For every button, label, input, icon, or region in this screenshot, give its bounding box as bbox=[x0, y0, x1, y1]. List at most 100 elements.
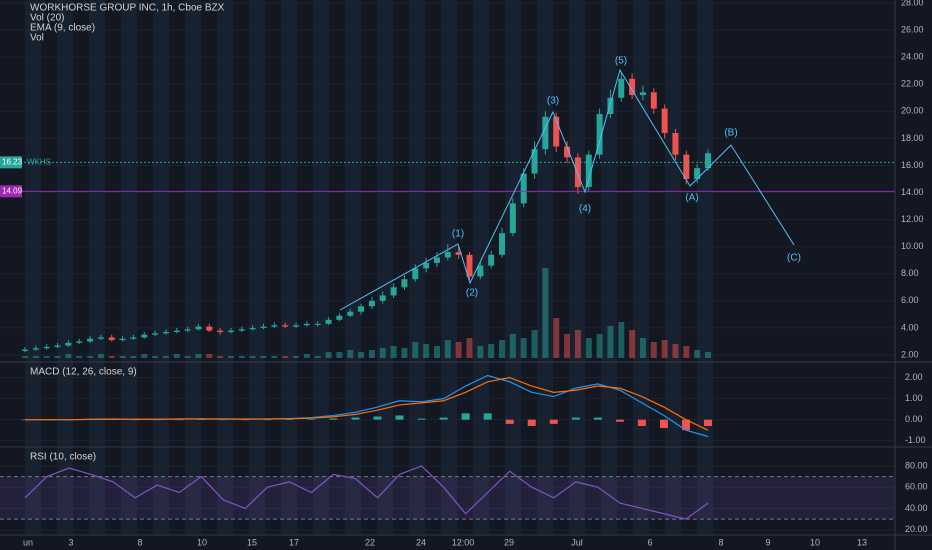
session-band bbox=[441, 0, 457, 535]
candle-body bbox=[401, 279, 408, 288]
volume-bar bbox=[22, 356, 28, 358]
x-tick-label: 12:00 bbox=[452, 537, 475, 547]
y-tick-label: 2.00 bbox=[905, 372, 923, 382]
candle-body bbox=[390, 287, 397, 296]
volume-bar bbox=[542, 268, 549, 358]
volume-bar bbox=[705, 352, 711, 358]
candle-body bbox=[705, 153, 711, 169]
session-band bbox=[25, 0, 41, 535]
price-tag-symbol: WKHS bbox=[27, 157, 51, 166]
candle-body bbox=[347, 311, 354, 316]
macd-histogram bbox=[197, 419, 206, 420]
session-band bbox=[697, 0, 713, 535]
indicator: EMA (9, close) bbox=[30, 23, 95, 34]
volume-bar bbox=[423, 344, 430, 358]
macd-histogram bbox=[439, 417, 448, 420]
x-tick-label: 8 bbox=[718, 537, 723, 547]
candle-body bbox=[119, 338, 126, 341]
candle-body bbox=[466, 254, 473, 277]
volume-bar bbox=[293, 356, 300, 358]
volume-bar bbox=[43, 356, 50, 358]
candle-body bbox=[87, 338, 94, 342]
y-tick-label: 4.00 bbox=[901, 322, 919, 332]
wave-label: (B) bbox=[724, 128, 737, 139]
candle-body bbox=[293, 325, 300, 327]
macd-histogram bbox=[175, 419, 184, 421]
volume-bar bbox=[32, 356, 39, 358]
y-tick-label: 80.00 bbox=[905, 460, 928, 470]
volume-bar bbox=[499, 340, 506, 358]
macd-histogram bbox=[351, 417, 360, 420]
volume-bar bbox=[466, 338, 473, 358]
elliott-wave bbox=[339, 68, 795, 311]
candle-body bbox=[661, 108, 668, 133]
session-shading bbox=[25, 0, 713, 535]
indicator-line bbox=[24, 465, 709, 520]
macd-histogram bbox=[637, 419, 646, 426]
price-tag bbox=[0, 156, 22, 169]
rsi-title: RSI (10, close) bbox=[30, 452, 96, 463]
macd-histogram bbox=[263, 419, 272, 421]
candle-body bbox=[368, 300, 375, 307]
volume-bar bbox=[97, 354, 104, 358]
session-band bbox=[121, 0, 137, 535]
candle-body bbox=[238, 329, 245, 331]
y-tick-label: 18.00 bbox=[901, 133, 924, 143]
candle-body bbox=[650, 92, 657, 109]
volume-bar bbox=[390, 346, 397, 358]
wave-label: (1) bbox=[452, 229, 464, 240]
candle-body bbox=[282, 325, 289, 327]
macd-histogram bbox=[395, 415, 404, 420]
volume-bar bbox=[488, 344, 495, 358]
volume-bar bbox=[282, 356, 289, 358]
candle-body bbox=[43, 346, 50, 349]
macd-histogram bbox=[593, 417, 602, 420]
volume-bar bbox=[152, 356, 159, 358]
candle-body bbox=[227, 330, 234, 332]
candle-body bbox=[683, 154, 690, 179]
candle-body bbox=[574, 157, 581, 188]
session-band bbox=[345, 0, 361, 535]
session-band bbox=[601, 0, 617, 535]
session-band bbox=[633, 0, 649, 535]
candle-body bbox=[444, 252, 451, 258]
volume-bar bbox=[238, 356, 245, 358]
session-band bbox=[217, 0, 233, 535]
y-tick-label: 14.00 bbox=[901, 187, 924, 197]
candle-body bbox=[423, 262, 430, 269]
candle-body bbox=[336, 315, 343, 320]
volume-bar bbox=[184, 356, 191, 358]
macd-histogram bbox=[461, 413, 470, 420]
volume-bar bbox=[54, 356, 61, 358]
x-tick-label: un bbox=[23, 537, 33, 547]
volume-bar bbox=[303, 354, 310, 358]
candle-body bbox=[488, 254, 495, 266]
volume-bar bbox=[173, 354, 180, 358]
macd-histogram bbox=[659, 419, 668, 429]
indicator: Vol bbox=[30, 33, 44, 44]
candle-body bbox=[130, 337, 137, 339]
x-tick-label: 15 bbox=[247, 537, 257, 547]
candle-body bbox=[553, 116, 560, 147]
candle-body bbox=[564, 146, 571, 158]
macd-histogram bbox=[131, 419, 140, 421]
price-tag-label: 16.23 bbox=[2, 157, 23, 166]
candle-body bbox=[303, 323, 310, 326]
candle-body bbox=[433, 257, 440, 263]
candle-body bbox=[499, 233, 506, 255]
session-band bbox=[665, 0, 681, 535]
y-tick-label: 6.00 bbox=[901, 295, 919, 305]
macd-histogram bbox=[373, 416, 382, 420]
volume-bar bbox=[76, 356, 83, 358]
session-band bbox=[313, 0, 329, 535]
candle-body bbox=[195, 326, 202, 330]
volume-bar bbox=[574, 330, 581, 358]
y-tick-label: 12.00 bbox=[901, 214, 924, 224]
macd-histogram bbox=[153, 419, 162, 421]
volume-bar bbox=[87, 356, 94, 358]
session-band bbox=[569, 0, 585, 535]
volume-bar bbox=[629, 330, 636, 358]
indicator-line bbox=[25, 376, 709, 431]
volume-bar bbox=[227, 356, 234, 358]
candle-body bbox=[97, 337, 104, 339]
